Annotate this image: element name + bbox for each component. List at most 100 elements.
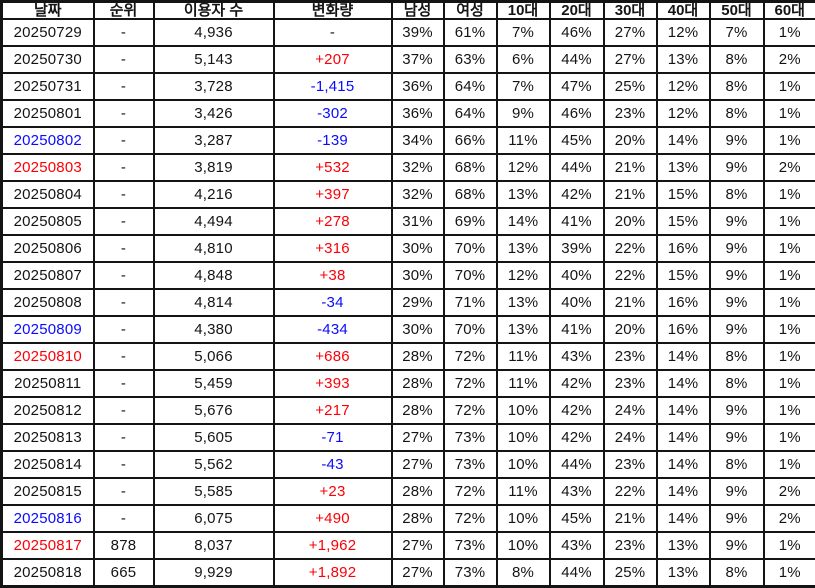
cell-date: 20250731 [0, 71, 95, 101]
cell-change: -139 [272, 125, 393, 155]
cell-date: 20250801 [0, 98, 95, 128]
cell-a30: 22% [602, 233, 658, 263]
table-row: 20250802-3,287 -139 34% 66% 11% 45% 20% 14% 9% 1% [0, 125, 815, 155]
cell-rank: - [92, 503, 155, 533]
cell-female: 71% [442, 287, 498, 317]
cell-a20: 45% [548, 503, 605, 533]
cell-a10: 7% [495, 18, 551, 47]
cell-change: - [272, 18, 393, 47]
cell-rank: - [92, 152, 155, 182]
cell-a10: 9% [495, 98, 551, 128]
cell-change: +393 [272, 368, 393, 398]
cell-a20: 47% [548, 71, 605, 101]
table-row: 20250816-6,075 +490 28% 72% 10% 45% 21% 14% 9% 2% [0, 503, 815, 533]
cell-a30: 23% [602, 98, 658, 128]
cell-rank: - [92, 206, 155, 236]
cell-a50: 9% [708, 125, 765, 155]
cell-rank: - [92, 18, 155, 47]
cell-change: -43 [272, 449, 393, 479]
column-header-a10: 10대 [495, 0, 551, 20]
cell-change: +1,892 [272, 557, 393, 588]
cell-date: 20250811 [0, 368, 95, 398]
cell-a10: 12% [495, 152, 551, 182]
cell-users: 4,216 [152, 179, 275, 209]
cell-a40: 16% [655, 233, 711, 263]
column-header-a50: 50대 [708, 0, 765, 20]
cell-male: 29% [390, 287, 445, 317]
column-header-a40: 40대 [655, 0, 711, 20]
cell-a10: 10% [495, 395, 551, 425]
cell-a30: 23% [602, 368, 658, 398]
cell-a10: 10% [495, 449, 551, 479]
cell-a10: 10% [495, 422, 551, 452]
cell-a20: 42% [548, 422, 605, 452]
cell-date: 20250812 [0, 395, 95, 425]
cell-users: 4,814 [152, 287, 275, 317]
cell-a60: 1% [762, 71, 815, 101]
cell-date: 20250804 [0, 179, 95, 209]
cell-date: 20250802 [0, 125, 95, 155]
cell-change: +207 [272, 44, 393, 74]
cell-date: 20250815 [0, 476, 95, 506]
cell-a40: 16% [655, 287, 711, 317]
cell-a30: 20% [602, 314, 658, 344]
cell-a30: 20% [602, 125, 658, 155]
table-row: 20250806-4,810 +316 30% 70% 13% 39% 22% 16% 9% 1% [0, 233, 815, 263]
cell-a50: 9% [708, 152, 765, 182]
cell-a40: 13% [655, 44, 711, 74]
cell-a40: 14% [655, 395, 711, 425]
cell-a50: 9% [708, 395, 765, 425]
cell-a20: 39% [548, 233, 605, 263]
cell-users: 5,676 [152, 395, 275, 425]
cell-male: 28% [390, 395, 445, 425]
cell-a40: 15% [655, 260, 711, 290]
cell-rank: - [92, 125, 155, 155]
cell-users: 4,848 [152, 260, 275, 290]
cell-a20: 45% [548, 125, 605, 155]
cell-rank: - [92, 368, 155, 398]
cell-a50: 9% [708, 233, 765, 263]
cell-a50: 8% [708, 449, 765, 479]
cell-a20: 43% [548, 530, 605, 560]
cell-a20: 43% [548, 476, 605, 506]
cell-a20: 44% [548, 557, 605, 588]
cell-date: 20250818 [0, 557, 95, 588]
cell-a20: 44% [548, 44, 605, 74]
cell-date: 20250805 [0, 206, 95, 236]
cell-a10: 13% [495, 287, 551, 317]
cell-male: 28% [390, 503, 445, 533]
cell-a20: 40% [548, 260, 605, 290]
cell-male: 27% [390, 422, 445, 452]
cell-rank: 878 [92, 530, 155, 560]
cell-date: 20250807 [0, 260, 95, 290]
cell-a40: 15% [655, 179, 711, 209]
cell-a50: 8% [708, 557, 765, 588]
cell-a60: 1% [762, 314, 815, 344]
cell-a60: 1% [762, 422, 815, 452]
cell-a40: 16% [655, 314, 711, 344]
cell-a10: 14% [495, 206, 551, 236]
cell-a50: 8% [708, 98, 765, 128]
cell-a50: 7% [708, 18, 765, 47]
cell-rank: - [92, 98, 155, 128]
cell-female: 72% [442, 476, 498, 506]
cell-female: 72% [442, 368, 498, 398]
cell-male: 30% [390, 314, 445, 344]
cell-date: 20250808 [0, 287, 95, 317]
table-row: 20250801-3,426 -302 36% 64% 9% 46% 23% 12% 8% 1% [0, 98, 815, 128]
cell-date: 20250806 [0, 233, 95, 263]
table-row: 20250812-5,676 +217 28% 72% 10% 42% 24% 14% 9% 1% [0, 395, 815, 425]
table-row: 20250729-4,936-39% 61% 7% 46% 27% 12% 7% 1% [0, 18, 815, 47]
column-header-a20: 20대 [548, 0, 605, 20]
cell-a10: 10% [495, 503, 551, 533]
cell-a20: 43% [548, 341, 605, 371]
cell-a50: 8% [708, 44, 765, 74]
cell-a20: 41% [548, 314, 605, 344]
cell-users: 3,728 [152, 71, 275, 101]
cell-users: 3,426 [152, 98, 275, 128]
table-row: 20250813-5,605 -71 27% 73% 10% 42% 24% 14% 9% 1% [0, 422, 815, 452]
cell-a50: 9% [708, 314, 765, 344]
cell-date: 20250729 [0, 18, 95, 47]
